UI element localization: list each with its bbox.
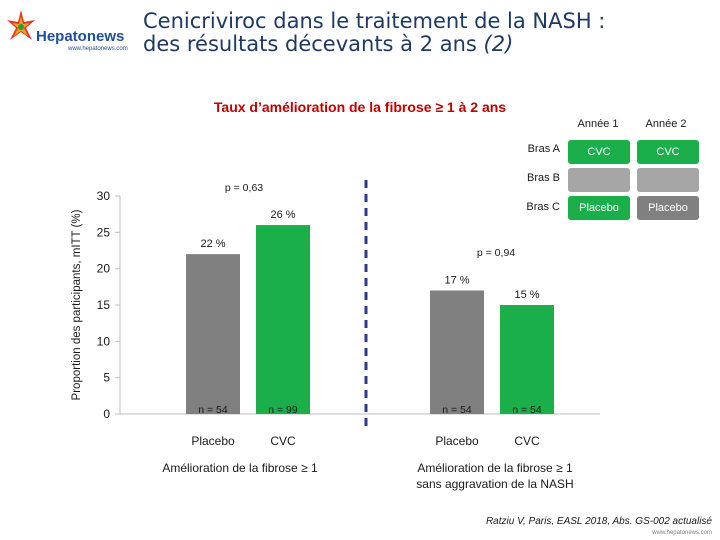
legend-header-year2: Année 2 <box>645 118 687 130</box>
y-tick-label: 20 <box>97 262 111 276</box>
logo-star-icon <box>7 10 35 40</box>
title-line-2-main: des résultats décevants à 2 ans <box>143 32 484 56</box>
bar-value-label: 26 % <box>270 209 295 221</box>
legend-cell-a-year1: CVC <box>568 140 630 164</box>
bar-value-label: 22 % <box>200 238 225 250</box>
bar-2-cvc <box>500 305 554 414</box>
legend-cell-a-year2: CVC <box>637 140 699 164</box>
logo-url: www.hepatonews.com <box>68 46 128 52</box>
bar-1-placebo <box>186 254 240 414</box>
y-tick-label: 15 <box>97 298 111 312</box>
bar-n-label: n = 54 <box>442 404 472 416</box>
y-axis-label: Proportion des participants, mITT (%) <box>71 209 83 400</box>
legend-cell-c-year1: Placebo <box>568 196 630 220</box>
hepatonews-logo: Hepatonews www.hepatonews.com <box>6 8 132 58</box>
legend-row-label-a: Bras A <box>527 143 560 155</box>
bar-n-label: n = 54 <box>512 404 542 416</box>
bar-2-placebo <box>430 290 484 414</box>
legend-cell-c-year2: Placebo <box>637 196 699 220</box>
y-tick-label: 0 <box>103 407 110 421</box>
legend-row-label-b: Bras B <box>526 172 560 184</box>
legend-cell-b-year1 <box>568 168 630 192</box>
group-label-1: Amélioration de la fibrose ≥ 1 <box>162 461 318 475</box>
y-tick-label: 25 <box>97 225 111 239</box>
legend-row-label-c: Bras C <box>526 201 560 213</box>
bar-category-label: Placebo <box>435 434 479 448</box>
bar-value-label: 15 % <box>514 289 539 301</box>
p-value-label: p = 0,94 <box>477 247 515 259</box>
citation: Ratziu V, Paris, EASL 2018, Abs. GS-002 … <box>485 516 712 527</box>
y-tick-label: 10 <box>97 334 111 348</box>
legend-cell-b-year2 <box>637 168 699 192</box>
chart-title: Taux d’amélioration de la fibrose ≥ 1 à … <box>213 99 507 115</box>
bar-category-label: CVC <box>270 434 296 448</box>
bar-n-label: n = 54 <box>198 404 228 416</box>
bar-category-label: CVC <box>514 434 540 448</box>
title-line-2: des résultats décevants à 2 ans (2) <box>143 33 713 56</box>
title-line-1: Cenicriviroc dans le traitement de la NA… <box>143 9 606 33</box>
logo-name: Hepatonews <box>36 28 125 45</box>
bar-n-label: n = 99 <box>268 404 298 416</box>
legend-header-year1: Année 1 <box>577 118 619 130</box>
y-tick-label: 5 <box>103 371 110 385</box>
p-value-label: p = 0,63 <box>225 182 263 194</box>
bar-1-cvc <box>256 225 310 414</box>
footer-url: www.hepatonews.com <box>652 530 712 536</box>
title-line-2-ref: (2) <box>483 32 514 56</box>
bar-category-label: Placebo <box>191 434 235 448</box>
group-label-2: Amélioration de la fibrose ≥ 1 sans aggra… <box>416 461 574 491</box>
slide-title: Cenicriviroc dans le traitement de la NA… <box>143 10 713 56</box>
bar-value-label: 17 % <box>444 274 469 286</box>
arm-legend: Année 1 Année 2 Bras A CVC CVC Bras B Br… <box>480 115 716 230</box>
y-tick-label: 30 <box>97 189 111 203</box>
